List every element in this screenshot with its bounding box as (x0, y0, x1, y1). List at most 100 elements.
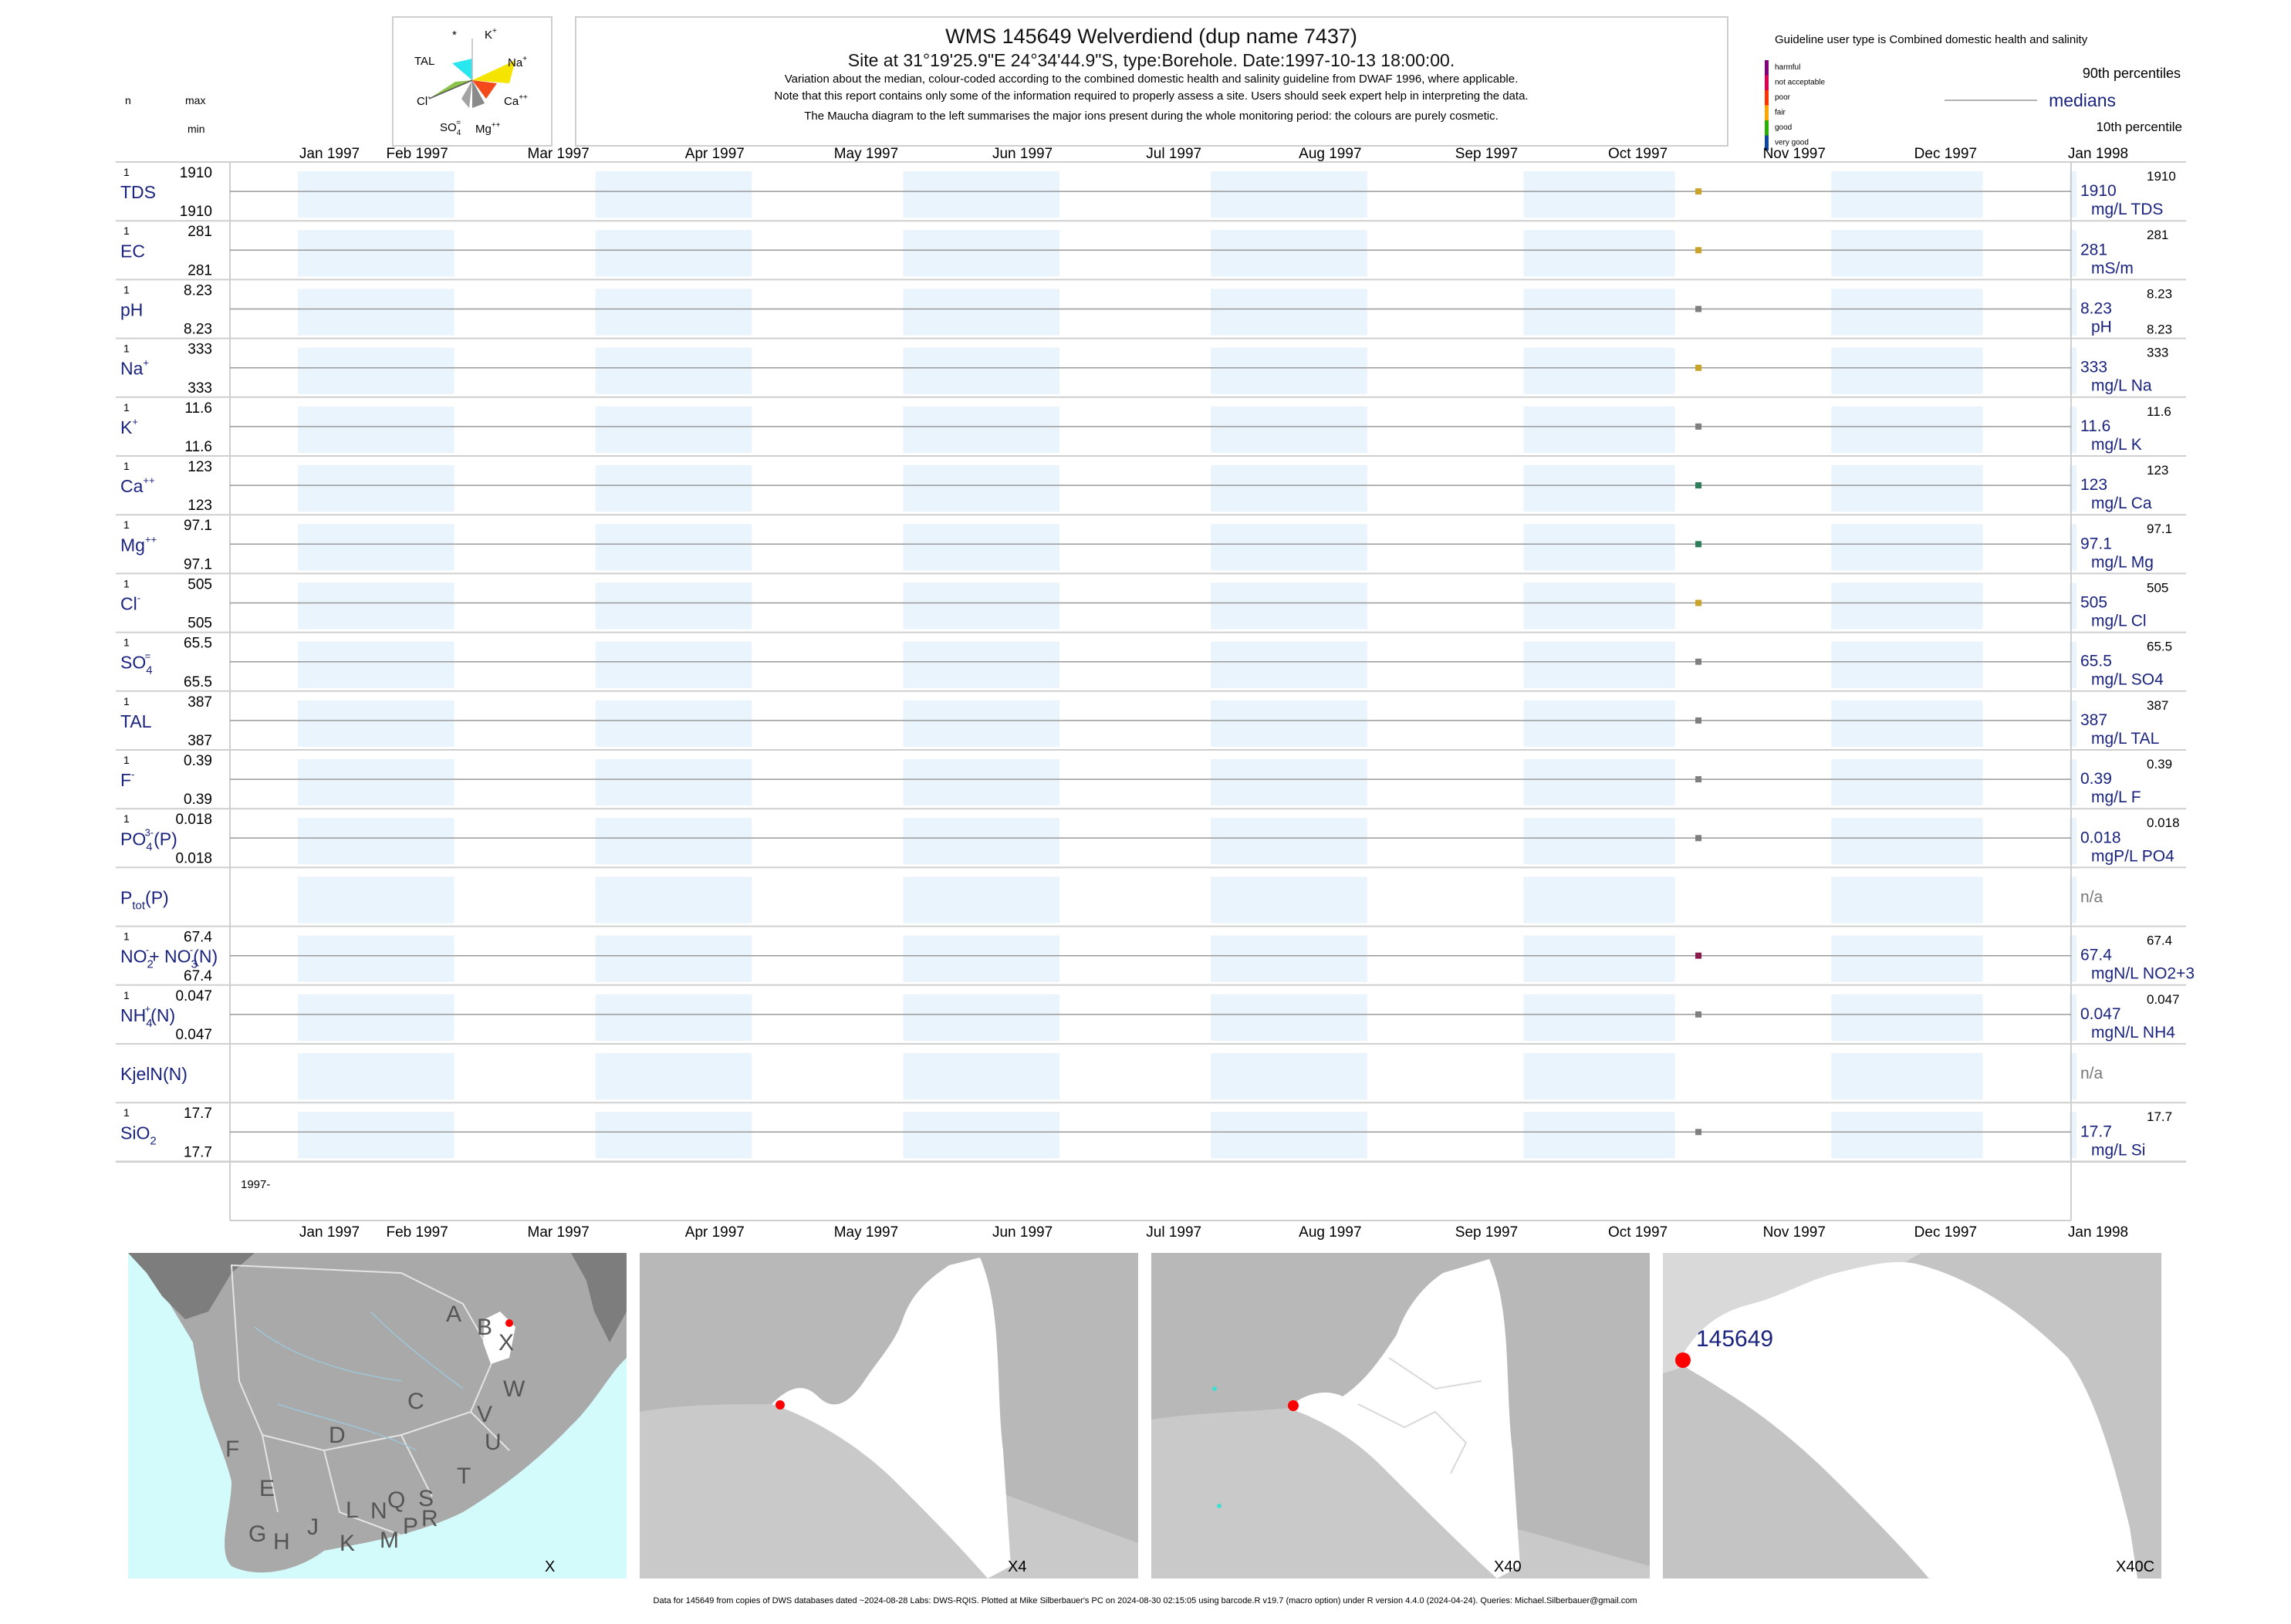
month-band (2070, 582, 2076, 630)
guideline-type: Guideline user type is Combined domestic… (1775, 33, 2088, 46)
panel-n: 1 (123, 577, 130, 589)
right-median: 281 (2080, 241, 2107, 258)
panel-min: 0.39 (184, 792, 212, 808)
panel-min: 97.1 (184, 556, 212, 572)
maucha-label-so4: SO4= (440, 119, 461, 137)
region-label: G (248, 1521, 266, 1547)
region-label: D (329, 1423, 346, 1448)
legend-level-label: good (1775, 123, 1792, 132)
panel-max: 123 (188, 459, 212, 475)
month-band (1211, 171, 1367, 218)
month-band (1831, 876, 1983, 923)
month-band (1211, 876, 1367, 923)
param-name: NH4+(N) (120, 1003, 175, 1030)
month-band (1211, 641, 1367, 688)
month-bands (298, 171, 2076, 1159)
param-name: Mg++ (120, 533, 157, 555)
panel-so: SO4=1 65.565.565.565.5mg/L SO4 (120, 636, 2172, 690)
right-p90: 387 (2147, 698, 2168, 713)
legend-level-label: poor (1775, 93, 1791, 102)
month-band (1831, 582, 1983, 630)
region-label: F (225, 1437, 239, 1462)
data-point (1695, 482, 1702, 489)
right-unit: mg/L Mg (2091, 553, 2154, 571)
month-band (1211, 1053, 1367, 1100)
maucha-label-k: K+ (485, 27, 497, 42)
month-band (595, 641, 752, 688)
data-point (1695, 776, 1702, 783)
month-band (1211, 465, 1367, 512)
x-tick-label-top: May 1997 (834, 146, 898, 162)
month-band (298, 700, 454, 747)
right-p90: 1910 (2147, 169, 2176, 184)
month-band (1523, 876, 1675, 923)
map-point-cyan-2 (1217, 1504, 1222, 1508)
right-unit: mg/L TDS (2091, 201, 2163, 218)
panel-max: 8.23 (184, 282, 212, 299)
region-label: W (503, 1376, 525, 1402)
right-median: 387 (2080, 711, 2107, 729)
month-band (298, 876, 454, 923)
month-band (903, 347, 1060, 394)
panel-max: 11.6 (184, 400, 212, 417)
month-band (1831, 818, 1983, 865)
region-label: A (446, 1302, 461, 1327)
maucha-label-star: * (452, 29, 457, 42)
x-tick-label-bottom: Feb 1997 (386, 1224, 448, 1241)
month-band (2070, 818, 2076, 865)
month-band (2070, 406, 2076, 453)
month-band (1831, 935, 1983, 982)
month-band (1831, 171, 1983, 218)
panel-max: 505 (188, 576, 212, 593)
x-tick-label-bottom: Oct 1997 (1608, 1224, 1668, 1241)
panel-min: 11.6 (184, 439, 212, 455)
header-line-3: The Maucha diagram to the left summarise… (804, 110, 1499, 123)
month-band (1523, 935, 1675, 982)
region-label: E (259, 1476, 275, 1501)
col-header-n: n (125, 94, 131, 106)
x-tick-label-top: Aug 1997 (1299, 146, 1361, 162)
month-band (1523, 171, 1675, 218)
panel-n: 1 (123, 695, 130, 707)
x-tick-label-bottom: Apr 1997 (685, 1224, 745, 1241)
month-band (298, 524, 454, 571)
panel-n: 1 (123, 518, 130, 531)
maucha-label-ca: Ca++ (504, 93, 528, 108)
map-x4: X4 (640, 1253, 1138, 1578)
month-band (1831, 1053, 1983, 1100)
month-band (298, 289, 454, 336)
maucha-label-mg: Mg++ (475, 121, 501, 136)
right-median: 333 (2080, 359, 2107, 376)
month-band (903, 1053, 1060, 1100)
panel-n: 1 (123, 812, 130, 825)
x-tick-label-top: Jul 1997 (1146, 146, 1201, 162)
month-band (1211, 230, 1367, 277)
data-point (1695, 1011, 1702, 1018)
region-label: C (407, 1389, 424, 1414)
month-band (2070, 524, 2076, 571)
param-name: TDS (120, 182, 156, 202)
right-p90: 333 (2147, 346, 2168, 360)
month-band (298, 641, 454, 688)
right-p90: 123 (2147, 463, 2168, 478)
data-point (1695, 1129, 1702, 1136)
region-label: P (403, 1514, 418, 1539)
title-box (575, 16, 1728, 147)
maucha-label-tal: TAL (414, 55, 434, 68)
month-band (595, 700, 752, 747)
map-site-label: 145649 (1696, 1326, 1773, 1352)
month-band (2070, 700, 2076, 747)
legend-swatch (1765, 75, 1769, 90)
right-unit: mgN/L NH4 (2091, 1024, 2175, 1042)
param-name: EC (120, 241, 145, 261)
month-band (1831, 524, 1983, 571)
panel-min: 65.5 (184, 674, 212, 690)
map-site-marker (505, 1319, 513, 1327)
month-band (2070, 289, 2076, 336)
map-site-marker-x4 (775, 1400, 785, 1410)
panel-min: 505 (188, 616, 212, 632)
right-na: n/a (2080, 889, 2103, 907)
month-band (1523, 524, 1675, 571)
